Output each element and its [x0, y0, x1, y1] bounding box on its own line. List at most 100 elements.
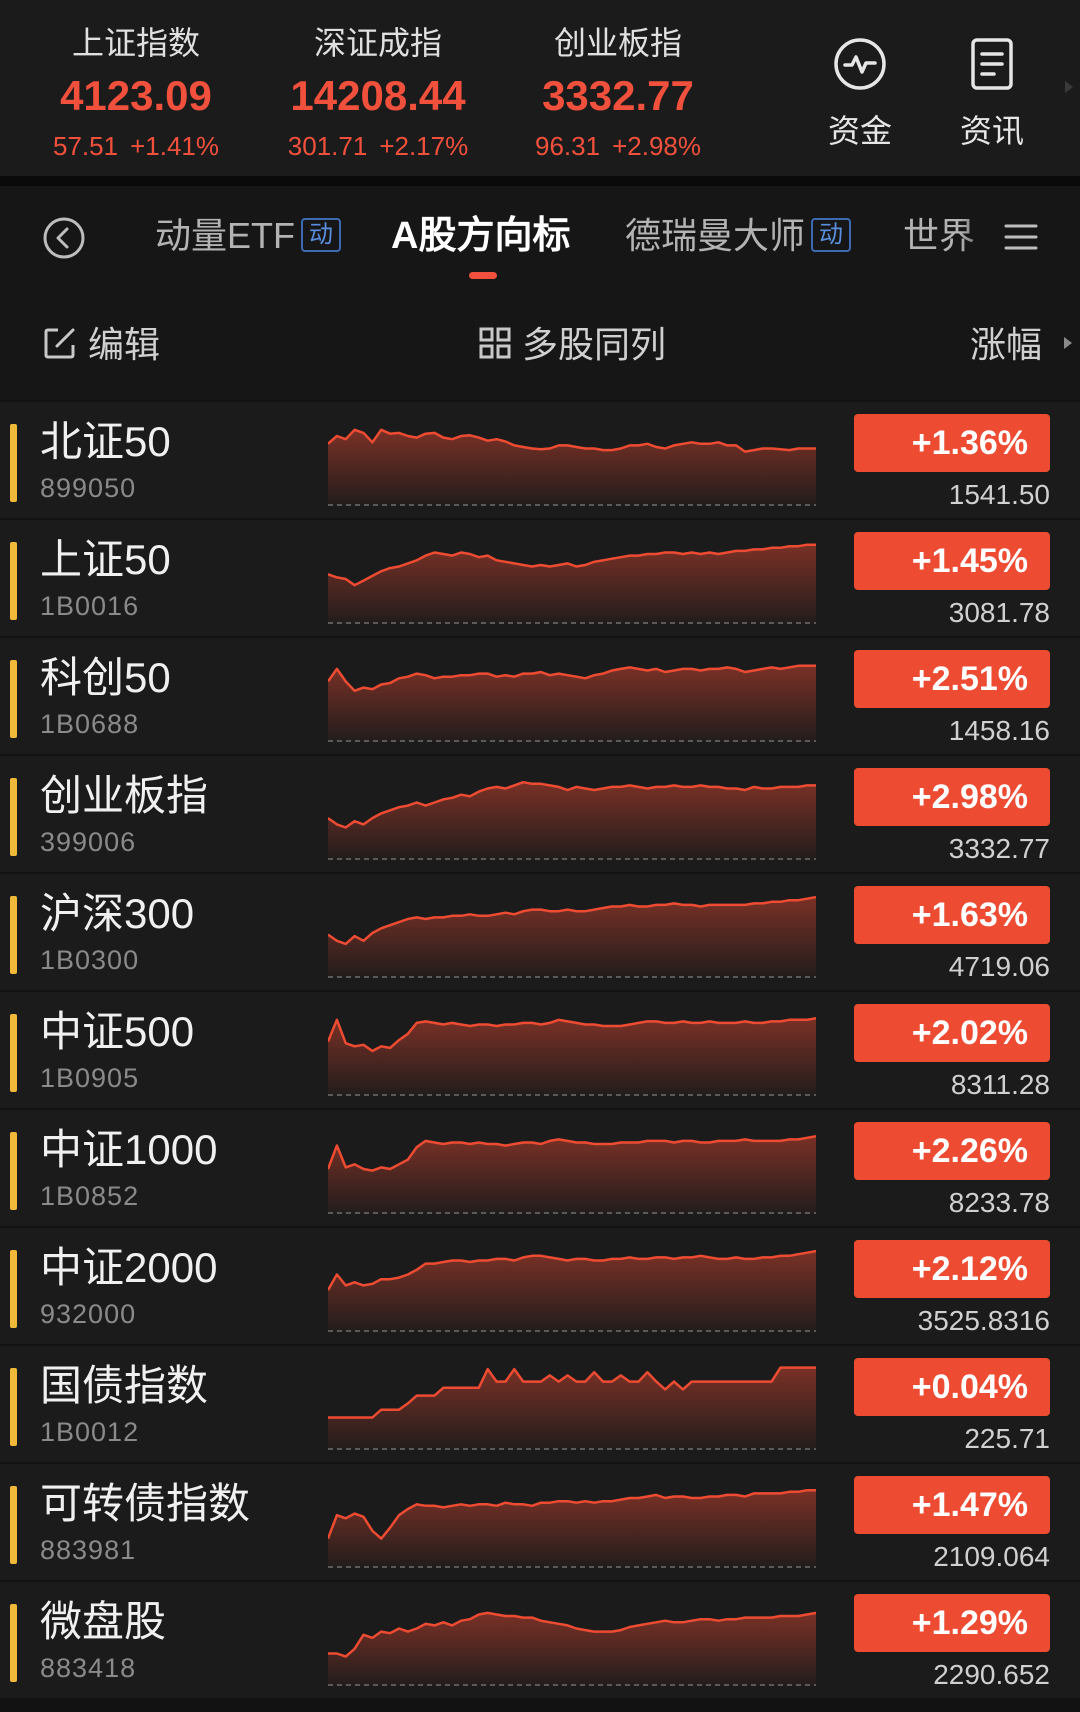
- last-price: 225.71: [964, 1423, 1050, 1454]
- change-percent-badge: +1.47%: [854, 1476, 1050, 1534]
- grid-icon: [479, 327, 511, 359]
- index-card-shenzhen[interactable]: 深证成指 14208.44 301.71 +2.17%: [258, 20, 498, 166]
- sparkline-area: [328, 1136, 816, 1214]
- list-item[interactable]: 北证50 899050 +1.36% 1541.50: [0, 402, 1080, 518]
- category-tabs: 动量ETF 动 A股方向标 德瑞曼大师动 世界: [0, 186, 1080, 290]
- intraday-sparkline: [328, 895, 816, 978]
- sparkline-area: [328, 429, 816, 506]
- stock-name: 科创50: [40, 654, 171, 701]
- index-change: 301.71 +2.17%: [258, 126, 498, 166]
- stock-code: 1B0012: [40, 1417, 140, 1447]
- accent-bar: [10, 778, 17, 856]
- sparkline-area: [328, 1018, 816, 1096]
- sparkline-area: [328, 1251, 816, 1332]
- index-change: 96.31 +2.98%: [498, 126, 738, 166]
- stock-name: 上证50: [40, 536, 171, 583]
- last-price: 8311.28: [950, 1069, 1050, 1100]
- last-price: 3081.78: [948, 597, 1050, 628]
- stock-code: 1B0016: [40, 591, 140, 621]
- list-item[interactable]: 沪深300 1B0300 +1.63% 4719.06: [0, 874, 1080, 990]
- accent-bar: [10, 896, 17, 974]
- news-label: 资讯: [959, 113, 1024, 149]
- intraday-sparkline: [328, 1488, 816, 1568]
- change-percent-badge: +1.45%: [854, 532, 1050, 590]
- list-item[interactable]: 国债指数 1B0012 +0.04% 225.71: [0, 1346, 1080, 1462]
- intraday-sparkline: [328, 1366, 816, 1450]
- index-name: 深证成指: [313, 25, 442, 61]
- menu-icon[interactable]: [1004, 222, 1038, 252]
- last-price: 4719.06: [948, 951, 1050, 982]
- caret-right-icon[interactable]: [1064, 80, 1074, 94]
- index-price: 3332.77: [542, 72, 694, 119]
- accent-bar: [10, 1250, 17, 1328]
- tab-momentum-etf[interactable]: 动量ETF 动: [155, 210, 341, 262]
- change-percent-badge: +2.51%: [854, 650, 1050, 708]
- intraday-sparkline: [328, 1016, 816, 1096]
- stock-code: 883981: [40, 1535, 137, 1565]
- sort-label: 涨幅: [970, 324, 1043, 365]
- tab-dreman-master[interactable]: 德瑞曼大师动: [625, 210, 852, 262]
- funds-button[interactable]: 资金: [810, 36, 910, 152]
- index-change-percent: +2.17%: [379, 131, 469, 161]
- stock-code: 399006: [40, 827, 137, 857]
- accent-bar: [10, 1368, 17, 1446]
- pulse-circle-icon: [832, 36, 888, 92]
- accent-bar: [10, 542, 17, 620]
- stock-code: 1B0688: [40, 709, 140, 739]
- edit-button[interactable]: 编辑: [42, 320, 160, 370]
- stock-name: 北证50: [40, 418, 171, 465]
- list-item[interactable]: 中证1000 1B0852 +2.26% 8233.78: [0, 1110, 1080, 1226]
- change-percent-badge: +2.98%: [854, 768, 1050, 826]
- change-percent-badge: +0.04%: [854, 1358, 1050, 1416]
- multi-stock-view-button[interactable]: 多股同列: [478, 320, 666, 370]
- sparkline-line: [328, 1366, 816, 1419]
- list-item[interactable]: 微盘股 883418 +1.29% 2290.652: [0, 1582, 1080, 1698]
- sort-by-change-button[interactable]: 涨幅: [970, 320, 1074, 370]
- intraday-sparkline: [328, 543, 816, 624]
- edit-label: 编辑: [88, 324, 161, 365]
- sparkline-line: [328, 1249, 816, 1291]
- index-change-percent: +1.41%: [130, 131, 219, 161]
- list-item[interactable]: 科创50 1B0688 +2.51% 1458.16: [0, 638, 1080, 754]
- sparkline-area: [328, 782, 816, 860]
- stock-code: 1B0300: [40, 945, 140, 975]
- accent-bar: [10, 660, 17, 738]
- accent-bar: [10, 1132, 17, 1210]
- sparkline-line: [328, 428, 816, 453]
- change-percent-badge: +2.02%: [854, 1004, 1050, 1062]
- tab-label: 德瑞曼大师: [625, 215, 806, 256]
- index-card-shanghai[interactable]: 上证指数 4123.09 57.51 +1.41%: [16, 20, 256, 166]
- last-price: 3332.77: [948, 833, 1050, 864]
- index-card-chinext[interactable]: 创业板指 3332.77 96.31 +2.98%: [498, 20, 738, 166]
- list-item[interactable]: 可转债指数 883981 +1.47% 2109.064: [0, 1464, 1080, 1580]
- list-item[interactable]: 中证500 1B0905 +2.02% 8311.28: [0, 992, 1080, 1108]
- intraday-sparkline: [328, 1134, 816, 1214]
- list-item[interactable]: 中证2000 932000 +2.12% 3525.8316: [0, 1228, 1080, 1344]
- index-change-percent: +2.98%: [612, 131, 701, 161]
- stock-code: 1B0905: [40, 1063, 140, 1093]
- stock-code: 1B0852: [40, 1181, 140, 1211]
- tab-a-share-indicators[interactable]: A股方向标: [391, 210, 570, 262]
- sparkline-area: [328, 665, 816, 742]
- last-price: 2109.064: [933, 1541, 1050, 1572]
- sparkline-line: [328, 1134, 816, 1172]
- tab-label: A股方向标: [391, 215, 571, 257]
- sparkline-area: [328, 1612, 816, 1686]
- stock-code: 883418: [40, 1653, 137, 1683]
- index-change-points: 57.51: [53, 131, 119, 161]
- accent-bar: [10, 1014, 17, 1092]
- back-circle-icon[interactable]: [42, 216, 86, 260]
- index-name: 创业板指: [553, 25, 682, 61]
- accent-bar: [10, 1486, 17, 1564]
- news-button[interactable]: 资讯: [942, 36, 1042, 152]
- list-item[interactable]: 创业板指 399006 +2.98% 3332.77: [0, 756, 1080, 872]
- sparkline-line: [328, 1016, 816, 1053]
- stock-name: 微盘股: [40, 1598, 167, 1645]
- sparkline-line: [328, 543, 816, 587]
- sparkline-line: [328, 1488, 816, 1540]
- sparkline-line: [328, 664, 816, 693]
- sparkline-line: [328, 780, 816, 829]
- dynamic-badge: 动: [301, 218, 341, 253]
- list-item[interactable]: 上证50 1B0016 +1.45% 3081.78: [0, 520, 1080, 636]
- funds-label: 资金: [827, 113, 892, 149]
